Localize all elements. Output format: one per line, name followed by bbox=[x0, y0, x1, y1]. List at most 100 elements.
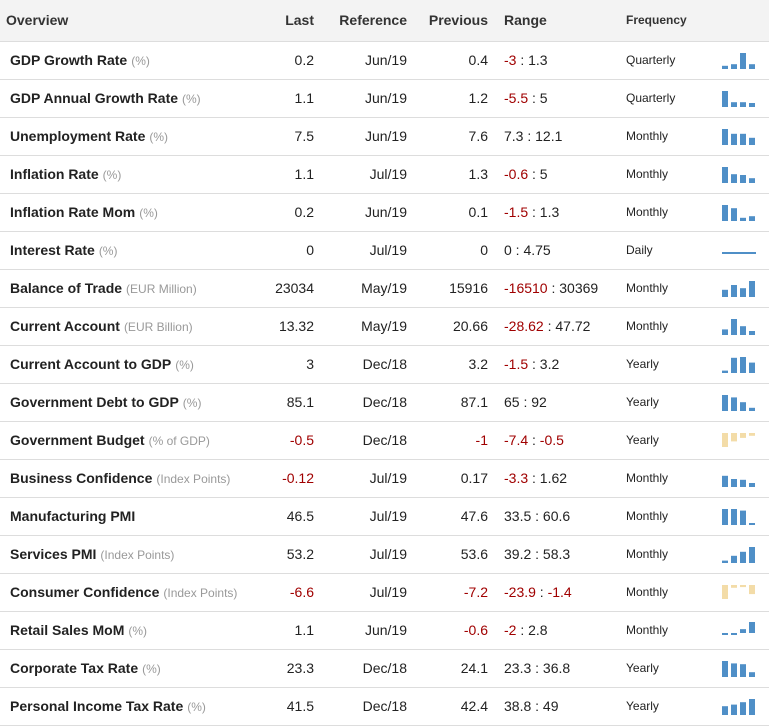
table-row[interactable]: Manufacturing PMI 46.5 Jul/19 47.6 33.5 : 60… bbox=[0, 497, 769, 536]
sparkline-chart[interactable] bbox=[722, 279, 756, 297]
indicator-cell[interactable]: Inflation Rate (%) bbox=[0, 155, 268, 194]
indicator-name[interactable]: Current Account bbox=[10, 318, 120, 334]
sparkline-chart[interactable] bbox=[722, 393, 756, 411]
sparkline-chart[interactable] bbox=[722, 89, 756, 107]
sparkline-cell[interactable] bbox=[722, 231, 769, 270]
sparkline-cell[interactable] bbox=[722, 573, 769, 612]
table-row[interactable]: GDP Annual Growth Rate (%) 1.1 Jun/19 1.2 -5.… bbox=[0, 79, 769, 118]
indicator-name[interactable]: Personal Income Tax Rate bbox=[10, 698, 184, 714]
header-frequency[interactable]: Frequency bbox=[626, 0, 722, 42]
sparkline-cell[interactable] bbox=[722, 307, 769, 346]
sparkline-chart[interactable] bbox=[722, 659, 756, 677]
table-row[interactable]: Government Budget (% of GDP) -0.5 Dec/18 -1-… bbox=[0, 421, 769, 460]
indicator-name[interactable]: Unemployment Rate bbox=[10, 128, 146, 144]
table-row[interactable]: Business Confidence (Index Points) -0.12 Ju… bbox=[0, 459, 769, 498]
sparkline-chart[interactable] bbox=[722, 697, 756, 715]
sparkline-cell[interactable] bbox=[722, 383, 769, 422]
indicator-name[interactable]: Consumer Confidence bbox=[10, 584, 160, 600]
indicator-cell[interactable]: Inflation Rate Mom (%) bbox=[0, 193, 268, 232]
table-row[interactable]: Retail Sales MoM (%) 1.1 Jun/19 -0.6 -2 : 2.8… bbox=[0, 611, 769, 650]
sparkline-cell[interactable] bbox=[722, 421, 769, 460]
header-range[interactable]: Range bbox=[488, 0, 626, 42]
sparkline-chart[interactable] bbox=[722, 621, 756, 639]
indicator-name[interactable]: Government Budget bbox=[10, 432, 145, 448]
indicator-cell[interactable]: Corporate Tax Rate (%) bbox=[0, 649, 268, 688]
sparkline-cell[interactable] bbox=[722, 345, 769, 384]
table-row[interactable]: Consumer Confidence (Index Points) -6.6 Jul… bbox=[0, 573, 769, 612]
table-row[interactable]: Interest Rate (%) 0 Jul/19 0 0 : 4.75 Daily bbox=[0, 231, 769, 270]
sparkline-chart[interactable] bbox=[722, 127, 756, 145]
indicator-name[interactable]: Balance of Trade bbox=[10, 280, 123, 296]
sparkline-cell[interactable] bbox=[722, 687, 769, 726]
sparkline-chart[interactable] bbox=[722, 165, 756, 183]
sparkline-chart[interactable] bbox=[722, 545, 756, 563]
header-reference[interactable]: Reference bbox=[314, 0, 407, 42]
indicator-name[interactable]: Manufacturing PMI bbox=[10, 508, 136, 524]
header-previous[interactable]: Previous bbox=[407, 0, 488, 42]
sparkline-cell[interactable] bbox=[722, 497, 769, 536]
indicator-name[interactable]: Retail Sales MoM bbox=[10, 622, 125, 638]
indicator-cell[interactable]: Retail Sales MoM (%) bbox=[0, 611, 268, 650]
indicator-name[interactable]: Inflation Rate Mom bbox=[10, 204, 136, 220]
indicator-cell[interactable]: Government Debt to GDP (%) bbox=[0, 383, 268, 422]
table-row[interactable]: Current Account to GDP (%) 3 Dec/18 3.2 -1.5 … bbox=[0, 345, 769, 384]
table-row[interactable]: Inflation Rate (%) 1.1 Jul/19 1.3 -0.6 : 5 Mon… bbox=[0, 155, 769, 194]
previous-value: 87.1 bbox=[407, 383, 488, 422]
indicator-cell[interactable]: Unemployment Rate (%) bbox=[0, 117, 268, 156]
header-last[interactable]: Last bbox=[268, 0, 314, 42]
sparkline-cell[interactable] bbox=[722, 41, 769, 80]
indicator-cell[interactable]: Consumer Confidence (Index Points) bbox=[0, 573, 268, 612]
indicator-cell[interactable]: GDP Annual Growth Rate (%) bbox=[0, 79, 268, 118]
last-value: 1.1 bbox=[268, 611, 314, 650]
sparkline-chart[interactable] bbox=[722, 507, 756, 525]
table-row[interactable]: Services PMI (Index Points) 53.2 Jul/19 53.6… bbox=[0, 535, 769, 574]
sparkline-chart[interactable] bbox=[722, 583, 756, 601]
sparkline-cell[interactable] bbox=[722, 193, 769, 232]
sparkline-cell[interactable] bbox=[722, 155, 769, 194]
sparkline-cell[interactable] bbox=[722, 611, 769, 650]
indicator-cell[interactable]: Services PMI (Index Points) bbox=[0, 535, 268, 574]
sparkline-chart[interactable] bbox=[722, 431, 756, 449]
indicator-unit: (%) bbox=[98, 244, 118, 258]
table-row[interactable]: Inflation Rate Mom (%) 0.2 Jun/19 0.1 -1.5 : … bbox=[0, 193, 769, 232]
sparkline-chart[interactable] bbox=[722, 241, 756, 259]
indicator-name[interactable]: GDP Growth Rate bbox=[10, 52, 128, 68]
sparkline-chart[interactable] bbox=[722, 51, 756, 69]
indicator-cell[interactable]: Current Account to GDP (%) bbox=[0, 345, 268, 384]
indicator-name[interactable]: GDP Annual Growth Rate bbox=[10, 90, 179, 106]
sparkline-chart[interactable] bbox=[722, 355, 756, 373]
table-row[interactable]: Personal Income Tax Rate (%) 41.5 Dec/18 42.… bbox=[0, 687, 769, 726]
sparkline-cell[interactable] bbox=[722, 269, 769, 308]
sparkline-cell[interactable] bbox=[722, 649, 769, 688]
table-row[interactable]: Current Account (EUR Billion) 13.32 May/19 2… bbox=[0, 307, 769, 346]
indicator-cell[interactable]: Manufacturing PMI bbox=[0, 497, 268, 536]
sparkline-cell[interactable] bbox=[722, 459, 769, 498]
sparkline-cell[interactable] bbox=[722, 117, 769, 156]
table-row[interactable]: Corporate Tax Rate (%) 23.3 Dec/18 24.1 23.3 … bbox=[0, 649, 769, 688]
indicator-cell[interactable]: Balance of Trade (EUR Million) bbox=[0, 269, 268, 308]
sparkline-cell[interactable] bbox=[722, 79, 769, 118]
indicator-name[interactable]: Business Confidence bbox=[10, 470, 153, 486]
indicator-name[interactable]: Interest Rate bbox=[10, 242, 95, 258]
indicator-name[interactable]: Corporate Tax Rate bbox=[10, 660, 139, 676]
indicator-cell[interactable]: Personal Income Tax Rate (%) bbox=[0, 687, 268, 726]
table-row[interactable]: Balance of Trade (EUR Million) 23034 May/19… bbox=[0, 269, 769, 308]
indicator-cell[interactable]: Business Confidence (Index Points) bbox=[0, 459, 268, 498]
table-row[interactable]: Government Debt to GDP (%) 85.1 Dec/18 87.1 6… bbox=[0, 383, 769, 422]
table-row[interactable]: Unemployment Rate (%) 7.5 Jun/19 7.6 7.3 : 12… bbox=[0, 117, 769, 156]
indicator-name[interactable]: Current Account to GDP bbox=[10, 356, 172, 372]
sparkline-chart[interactable] bbox=[722, 317, 756, 335]
indicator-cell[interactable]: GDP Growth Rate (%) bbox=[0, 41, 268, 80]
indicator-name[interactable]: Inflation Rate bbox=[10, 166, 99, 182]
range-separator: : bbox=[528, 470, 540, 486]
table-row[interactable]: GDP Growth Rate (%) 0.2 Jun/19 0.4 -3 : 1.3 Qu… bbox=[0, 41, 769, 80]
indicator-cell[interactable]: Current Account (EUR Billion) bbox=[0, 307, 268, 346]
indicator-cell[interactable]: Government Budget (% of GDP) bbox=[0, 421, 268, 460]
header-overview[interactable]: Overview bbox=[0, 0, 268, 42]
sparkline-chart[interactable] bbox=[722, 203, 756, 221]
indicator-cell[interactable]: Interest Rate (%) bbox=[0, 231, 268, 270]
sparkline-chart[interactable] bbox=[722, 469, 756, 487]
indicator-name[interactable]: Government Debt to GDP bbox=[10, 394, 179, 410]
sparkline-cell[interactable] bbox=[722, 535, 769, 574]
indicator-name[interactable]: Services PMI bbox=[10, 546, 97, 562]
